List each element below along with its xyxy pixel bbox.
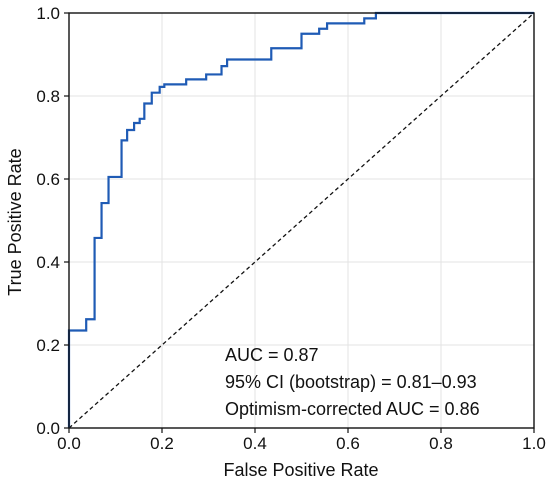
y-tick-label: 0.0: [36, 419, 60, 438]
x-axis-label: False Positive Rate: [223, 460, 378, 480]
y-axis-label: True Positive Rate: [5, 148, 25, 295]
x-tick-label: 0.6: [336, 434, 360, 453]
optimism-corrected-annotation: Optimism-corrected AUC = 0.86: [225, 399, 480, 419]
x-tick-label: 0.0: [57, 434, 81, 453]
x-tick-label: 0.8: [429, 434, 453, 453]
y-tick-label: 0.8: [36, 87, 60, 106]
plot-frame: [68, 12, 535, 429]
x-tick-label: 0.4: [243, 434, 267, 453]
y-tick-label: 0.2: [36, 336, 60, 355]
annotation-block: AUC = 0.87 95% CI (bootstrap) = 0.81–0.9…: [225, 345, 480, 419]
reference-diagonal-line: [68, 12, 535, 429]
roc-curve-line: [67, 11, 534, 428]
axis-ticks: 0.0 0.2 0.4 0.6 0.8 1.0 0.0 0.2 0.4 0.6 0.8 1.0: [36, 4, 545, 453]
auc-annotation: AUC = 0.87: [225, 345, 319, 365]
ci-annotation: 95% CI (bootstrap) = 0.81–0.93: [225, 372, 477, 392]
y-tick-label: 0.4: [36, 253, 60, 272]
y-tick-label: 1.0: [36, 4, 60, 23]
x-tick-label: 1.0: [522, 434, 546, 453]
x-tick-label: 0.2: [150, 434, 174, 453]
y-tick-label: 0.6: [36, 170, 60, 189]
